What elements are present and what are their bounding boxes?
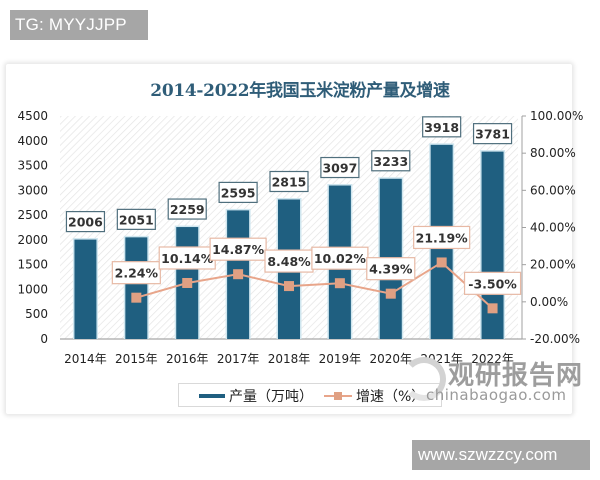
growth-value-label: 8.48% (264, 249, 314, 273)
growth-value-label: 10.14% (158, 246, 216, 270)
line-marker-swatch-icon (324, 392, 352, 400)
svg-text:2019年: 2019年 (319, 352, 362, 366)
svg-text:4.39%: 4.39% (369, 262, 413, 277)
bar-value-label: 3781 (472, 123, 513, 145)
svg-text:2595: 2595 (221, 185, 256, 200)
svg-text:2006: 2006 (68, 215, 103, 230)
chart-title: 2014-2022年我国玉米淀粉产量及增速 (150, 81, 450, 101)
svg-text:-20.00%: -20.00% (530, 332, 580, 346)
svg-text:2022年: 2022年 (471, 352, 514, 366)
source-name-en: chinabaogao.com (426, 386, 567, 404)
line-marker (436, 257, 447, 268)
bar (74, 239, 97, 339)
svg-text:80.00%: 80.00% (530, 146, 576, 160)
svg-text:3918: 3918 (424, 120, 459, 135)
line-marker (182, 277, 193, 288)
growth-value-label: 21.19% (413, 225, 471, 250)
svg-text:3233: 3233 (373, 154, 408, 169)
source-name-cn: 观研报告网 (448, 361, 584, 391)
svg-text:2018年: 2018年 (268, 352, 311, 366)
bar-value-label: 2595 (218, 181, 258, 204)
svg-text:4000: 4000 (17, 134, 48, 148)
svg-text:14.87%: 14.87% (212, 242, 265, 257)
growth-value-label: 2.24% (111, 261, 161, 285)
svg-text:20.00%: 20.00% (530, 258, 576, 272)
svg-text:10.14%: 10.14% (161, 251, 214, 266)
svg-text:500: 500 (25, 307, 48, 321)
growth-value-label: 14.87% (209, 237, 267, 261)
svg-text:0.00%: 0.00% (530, 295, 568, 309)
x-axis: 2014年 2015年 2016年 2017年 2018年 2019年 2020年 2021年… (60, 338, 522, 366)
bar-value-label: 3918 (422, 116, 462, 138)
svg-text:60.00%: 60.00% (530, 183, 576, 197)
line-marker (385, 288, 396, 299)
bar-value-label: 2051 (116, 208, 156, 230)
growth-value-label: -3.50% (463, 271, 522, 295)
svg-text:2500: 2500 (17, 208, 48, 222)
bar-value-label: 2259 (167, 198, 207, 220)
bar-value-label: 3097 (320, 156, 360, 179)
data-labels: 2006 2051 2259 2595 2815 3097 3233 3918 3781 2.24… (65, 116, 522, 295)
svg-text:10.02%: 10.02% (314, 251, 367, 266)
svg-text:100.00%: 100.00% (530, 109, 583, 123)
svg-text:1500: 1500 (17, 258, 48, 272)
svg-text:8.48%: 8.48% (267, 254, 311, 269)
line-marker (131, 292, 142, 303)
bar-value-label: 2815 (269, 170, 309, 193)
svg-text:4500: 4500 (17, 109, 48, 123)
svg-text:21.19%: 21.19% (416, 230, 469, 245)
bar (125, 237, 148, 339)
svg-text:2259: 2259 (170, 202, 205, 217)
svg-text:3781: 3781 (475, 127, 510, 142)
chinabaogao-logo-icon (402, 357, 446, 401)
svg-text:2815: 2815 (272, 175, 307, 190)
line-series (131, 257, 498, 314)
right-axis: -20.00% 0.00% 20.00% 40.00% 60.00% 80.00% 100.… (521, 109, 583, 346)
svg-text:1000: 1000 (17, 282, 48, 296)
svg-text:2015年: 2015年 (115, 352, 158, 366)
line-marker (233, 269, 244, 280)
svg-text:-3.50%: -3.50% (468, 276, 517, 291)
legend-label-production: 产量（万吨） (229, 389, 313, 405)
svg-text:3500: 3500 (17, 159, 48, 173)
line-marker (334, 278, 345, 289)
svg-text:40.00%: 40.00% (530, 221, 576, 235)
watermark-top-left: TG: MYYJJPP (10, 10, 148, 40)
svg-text:2051: 2051 (119, 212, 154, 227)
left-axis: 0 500 1000 1500 2000 2500 3000 3500 4000 4500 (17, 109, 48, 346)
svg-text:3097: 3097 (322, 161, 357, 176)
legend-item-production: 产量（万吨） (199, 386, 313, 406)
svg-text:3000: 3000 (17, 183, 48, 197)
svg-text:2.24%: 2.24% (115, 266, 159, 281)
svg-text:2016年: 2016年 (166, 352, 209, 366)
watermark-bottom-right: www.szwzzcy.com (412, 440, 590, 470)
growth-value-label: 10.02% (311, 246, 369, 270)
line-marker (284, 281, 294, 292)
svg-text:0: 0 (40, 332, 48, 346)
bar-value-label: 2006 (65, 210, 106, 233)
svg-text:2000: 2000 (17, 233, 48, 247)
line-marker (487, 303, 498, 314)
bar-value-label: 3233 (371, 150, 411, 172)
svg-text:2017年: 2017年 (217, 352, 260, 366)
bar-swatch-icon (199, 394, 225, 398)
svg-text:2020年: 2020年 (370, 352, 413, 366)
svg-text:2014年: 2014年 (64, 352, 107, 366)
growth-value-label: 4.39% (366, 257, 416, 281)
